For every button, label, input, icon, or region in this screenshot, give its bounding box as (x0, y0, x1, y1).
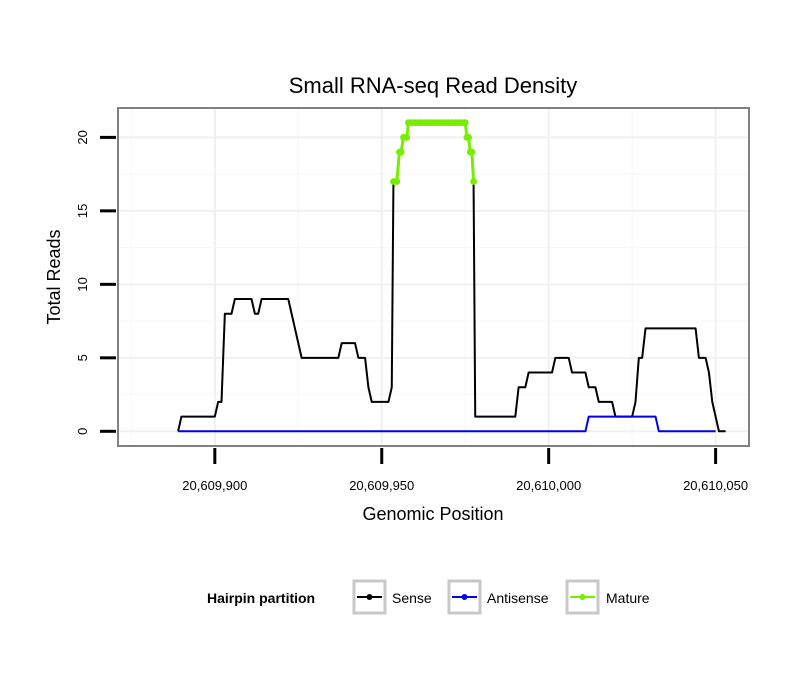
legend-dot-mature (579, 594, 586, 600)
legend-dot-antisense (461, 594, 468, 600)
series-antisense (178, 415, 716, 433)
legend-dot-sense (366, 594, 373, 600)
legend-label-antisense: Antisense (487, 590, 549, 606)
legend-label-sense: Sense (392, 590, 432, 606)
series-layer (177, 119, 726, 433)
x-tick-label-3: 20,610,050 (683, 478, 748, 493)
legend-item-sense: Sense (352, 579, 432, 615)
x-axis: 20,609,900 20,609,950 20,610,000 20,610,050 (182, 448, 748, 493)
mature-point-5 (403, 133, 411, 141)
y-axis: 0 5 10 15 20 (75, 130, 116, 435)
y-tick-label-2: 10 (75, 277, 90, 291)
y-tick-label-0: 0 (75, 428, 90, 435)
mature-point-23 (461, 119, 469, 127)
legend-item-antisense: Antisense (447, 579, 549, 615)
series-mature (390, 119, 477, 185)
y-tick-label-4: 20 (75, 130, 90, 144)
legend: Hairpin partition Sense Antisense Mature (207, 579, 650, 615)
legend-label-mature: Mature (606, 590, 650, 606)
chart-title: Small RNA-seq Read Density (289, 73, 578, 98)
x-tick-label-0: 20,609,900 (182, 478, 247, 493)
mature-point-27 (468, 148, 476, 156)
x-axis-title: Genomic Position (362, 504, 503, 524)
x-tick-label-2: 20,610,000 (516, 478, 581, 493)
mature-point-25 (465, 133, 472, 141)
legend-title: Hairpin partition (207, 590, 315, 606)
legend-item-mature: Mature (565, 579, 650, 615)
y-tick-label-1: 5 (75, 354, 90, 361)
plot-panel (118, 108, 749, 446)
mature-point-3 (397, 148, 405, 156)
y-axis-title: Total Reads (44, 229, 64, 324)
series-line-antisense (178, 415, 716, 433)
plot-border (117, 107, 750, 447)
mature-point-1 (393, 178, 401, 185)
x-tick-label-1: 20,609,950 (349, 478, 414, 493)
mature-point-28 (470, 178, 477, 185)
y-tick-label-3: 15 (75, 204, 90, 218)
